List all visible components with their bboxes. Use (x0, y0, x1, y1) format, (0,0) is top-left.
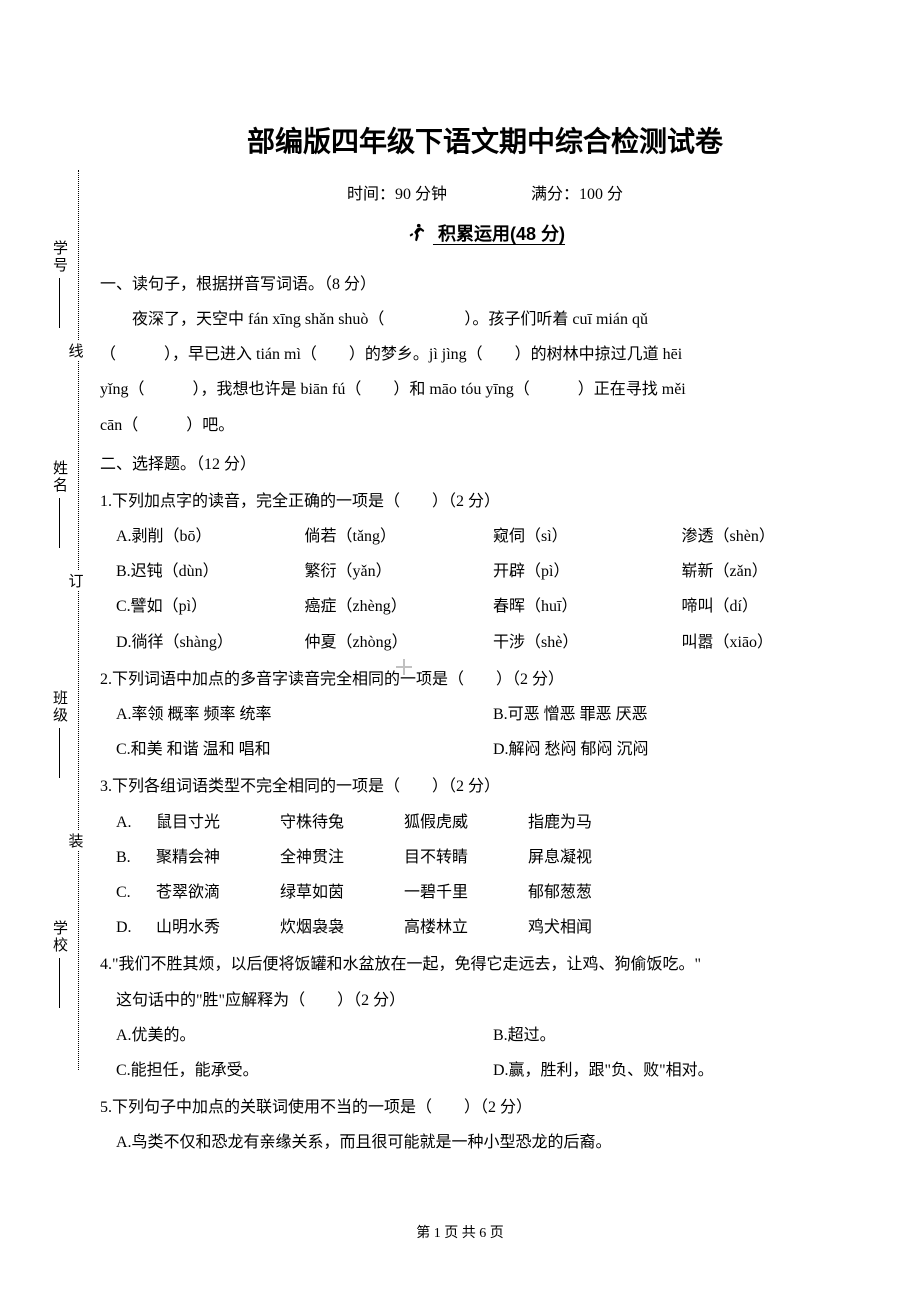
q2-3-optB: B. 聚精会神 全神贯注 目不转睛 屏息凝视 (100, 840, 870, 875)
q2-1-optB: B.迟钝（dùn） 繁衍（yǎn） 开辟（pì） 崭新（zǎn） (100, 554, 870, 589)
q2-3-optD: D. 山明水秀 炊烟袅袅 高楼林立 鸡犬相闻 (100, 910, 870, 945)
q2-3-stem: 3.下列各组词语类型不完全相同的一项是（ ）（2 分） (100, 769, 870, 804)
q1-line-a: 夜深了，天空中 fán xīng shǎn shuò（ ）。孩子们听着 cuī … (100, 302, 870, 337)
runner-icon (405, 222, 427, 249)
q2-1-stem: 1.下列加点字的读音，完全正确的一项是（ ）（2 分） (100, 484, 870, 519)
q2-4-stem: 4."我们不胜其烦，以后便将饭罐和水盆放在一起，免得它走远去，让鸡、狗偷饭吃。" (100, 947, 870, 982)
q2-2-stem: 2.下列词语中加点的多音字读音完全相同的一项是（ ）（2 分） (100, 662, 870, 697)
q2-3-optA: A. 鼠目寸光 守株待兔 狐假虎威 指鹿为马 (100, 805, 870, 840)
q2-4-row2: C.能担任，能承受。 D.赢，胜利，跟"负、败"相对。 (100, 1053, 870, 1088)
meta-full: 满分：100 分 (531, 186, 623, 203)
q1-line-b: （ ），早已进入 tián mì（ ）的梦乡。jì jìng（ ）的树林中掠过几… (100, 337, 870, 372)
page-content: 部编版四年级下语文期中综合检测试卷 时间：90 分钟 满分：100 分 积累运用… (100, 120, 870, 1160)
q1-heading: 一、读句子，根据拼音写词语。（8 分） (100, 267, 870, 302)
q1-line-c: yǐng（ ），我想也许是 biān fú（ ）和 māo tóu yīng（ … (100, 372, 870, 407)
q2-2-row1: A.率领 概率 频率 统率 B.可恶 憎恶 罪恶 厌恶 (100, 697, 870, 732)
exam-title: 部编版四年级下语文期中综合检测试卷 (100, 120, 870, 160)
q2-4-stem2: 这句话中的"胜"应解释为（ ）（2 分） (100, 983, 870, 1018)
q2-2-row2: C.和美 和谐 温和 唱和 D.解闷 愁闷 郁闷 沉闷 (100, 732, 870, 767)
q2-1-optA: A.剥削（bō） 倘若（tǎng） 窥伺（sì） 渗透（shèn） (100, 519, 870, 554)
section-header: 积累运用(48 分) (100, 220, 870, 249)
label-banji: 班级 (30, 690, 70, 782)
section-label: 积累运用 (438, 224, 510, 244)
q2-5-stem: 5.下列句子中加点的关联词使用不当的一项是（ ）（2 分） (100, 1090, 870, 1125)
q2-1-optD: D.徜徉（shàng） 仲夏（zhòng） 干涉（shè） 叫嚣（xiāo） (100, 625, 870, 660)
q2-heading: 二、选择题。（12 分） (100, 447, 870, 482)
exam-meta: 时间：90 分钟 满分：100 分 (100, 180, 870, 204)
label-xingming: 姓名 (30, 460, 70, 552)
label-xuehao: 学号 (30, 240, 70, 332)
q2-3-optC: C. 苍翠欲滴 绿草如茵 一碧千里 郁郁葱葱 (100, 875, 870, 910)
binding-labels: 学号 姓名 班级 学校 (30, 170, 70, 1070)
q2-1-optC: C.譬如（pì） 癌症（zhèng） 春晖（huī） 啼叫（dí） (100, 589, 870, 624)
q2-4-row1: A.优美的。 B.超过。 (100, 1018, 870, 1053)
watermark-icon (396, 659, 412, 675)
label-xuexiao: 学校 (30, 920, 70, 1012)
meta-time: 时间：90 分钟 (347, 186, 447, 203)
q2-5-optA: A.鸟类不仅和恐龙有亲缘关系，而且很可能就是一种小型恐龙的后裔。 (100, 1125, 870, 1160)
page-footer: 第 1 页 共 6 页 (0, 1222, 920, 1242)
q1-line-d: cān（ ）吧。 (100, 408, 870, 443)
content-body: 一、读句子，根据拼音写词语。（8 分） 夜深了，天空中 fán xīng shǎ… (100, 267, 870, 1161)
section-points: (48 分) (510, 224, 565, 244)
